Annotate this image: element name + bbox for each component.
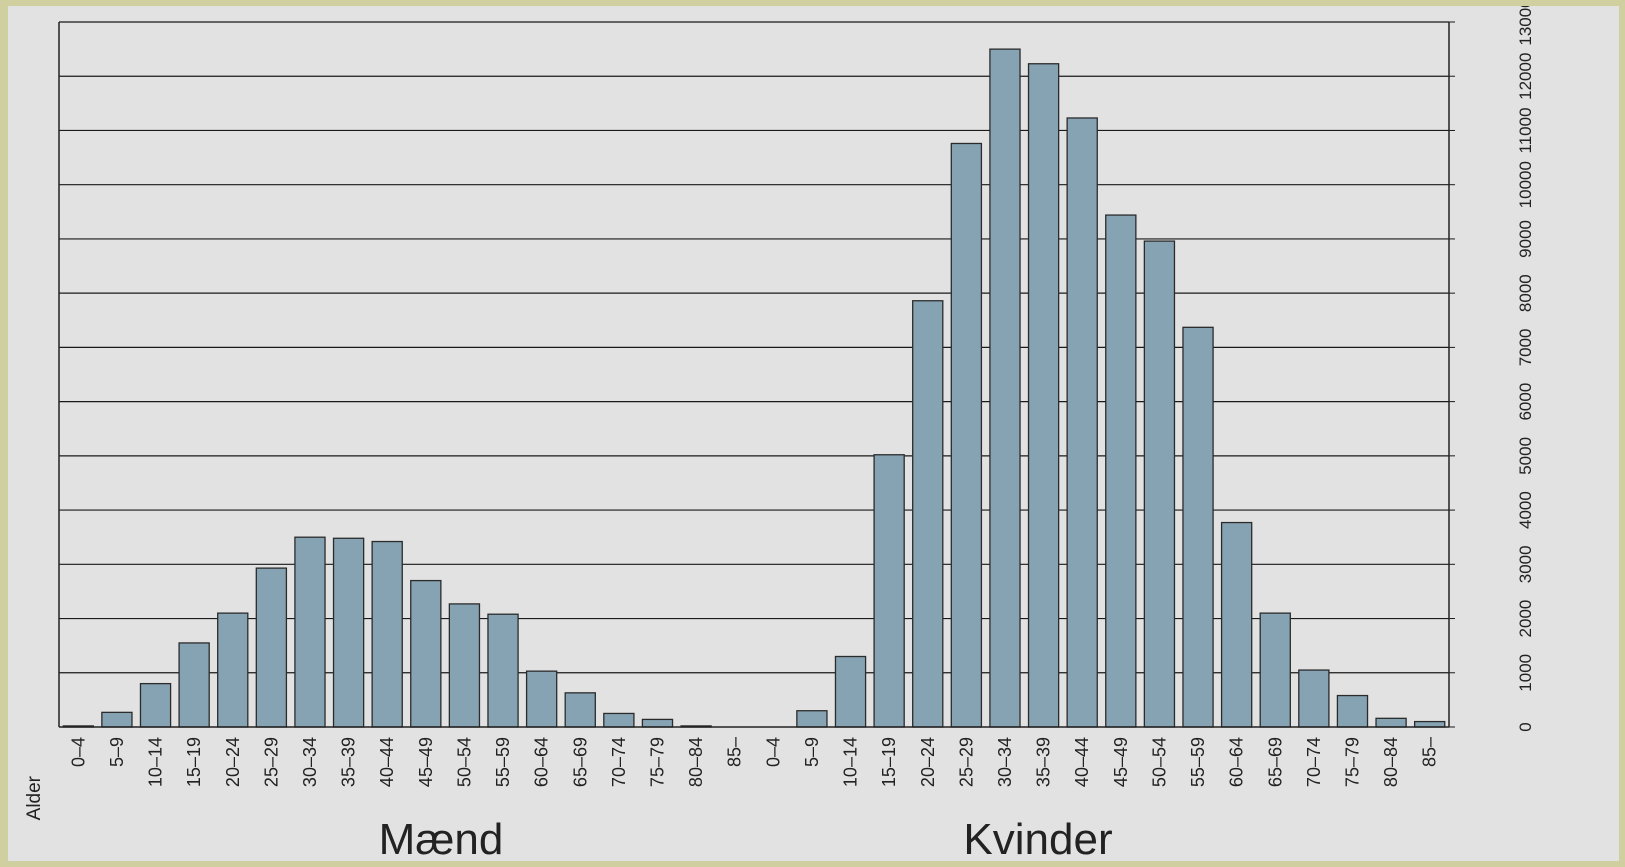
x-tick-label: 40–44 — [1072, 737, 1092, 787]
bar-g0-10 — [448, 603, 481, 728]
x-tick-label: 55–59 — [1188, 737, 1208, 787]
x-tick-label: 65–69 — [1265, 737, 1285, 787]
x-tick-label: 35–39 — [339, 737, 359, 787]
x-tick-label: 5–9 — [802, 737, 822, 767]
x-tick-label: 60–64 — [1227, 737, 1247, 787]
group-label-maend: Mænd — [379, 815, 504, 861]
axes — [58, 21, 1455, 728]
bar-g1-15 — [1336, 694, 1369, 728]
bar-g0-13 — [564, 692, 596, 728]
x-tick-label: 85– — [1420, 737, 1440, 767]
bar-g1-16 — [1375, 717, 1407, 728]
bar-g0-15 — [641, 718, 674, 728]
x-tick-label: 10–14 — [146, 737, 166, 787]
y-tick-label: 1000 — [1516, 654, 1535, 692]
bar-g0-5 — [255, 567, 288, 728]
chart-frame: 0 1000 2000 3000 4000 5000 6000 7000 8000 9000 100… — [8, 6, 1619, 861]
x-tick-label: 25–29 — [956, 737, 976, 787]
bar-g0-14 — [603, 712, 635, 728]
bar-g0-1 — [101, 711, 133, 728]
y-tick-label: 7000 — [1516, 328, 1535, 366]
bar-g0-4 — [217, 612, 249, 728]
bar-g0-2 — [139, 682, 172, 728]
x-tick-label: 70–74 — [609, 737, 629, 787]
y-tick-label: 11000 — [1516, 107, 1535, 153]
x-axis-name: Alder — [24, 775, 45, 820]
x-tick-label: 50–54 — [454, 737, 474, 787]
bar-g1-10 — [1143, 240, 1176, 728]
x-tick-label: 85– — [725, 737, 745, 767]
bar-g0-12 — [525, 670, 558, 728]
x-tick-label: 80–84 — [1381, 737, 1401, 787]
x-tick-label: 5–9 — [107, 737, 127, 767]
x-tick-labels: 0–4 5–9 10–14 15–19 20–24 25–29 30–34 35–39 40–4… — [68, 737, 1439, 787]
bar-g1-3 — [873, 454, 905, 728]
y-tick-label: 6000 — [1516, 383, 1535, 421]
x-tick-label: 0–4 — [763, 737, 783, 767]
bar-g1-11 — [1182, 326, 1214, 728]
bar-g1-12 — [1220, 521, 1253, 728]
bar-g0-11 — [487, 613, 519, 728]
y-tick-label: 9000 — [1516, 220, 1535, 258]
x-tick-label: 0–4 — [68, 737, 88, 767]
x-tick-label: 80–84 — [686, 737, 706, 787]
x-tick-label: 70–74 — [1304, 737, 1324, 787]
x-tick-label: 15–19 — [184, 737, 204, 787]
bar-g1-5 — [950, 142, 983, 728]
bar-g1-9 — [1105, 214, 1137, 728]
bar-g0-7 — [332, 537, 365, 728]
x-tick-label: 50–54 — [1149, 737, 1169, 787]
x-tick-label: 75–79 — [647, 737, 667, 787]
x-tick-label: 55–59 — [493, 737, 513, 787]
bar-g1-8 — [1066, 117, 1098, 728]
x-tick-label: 65–69 — [570, 737, 590, 787]
bar-g1-13 — [1259, 612, 1291, 728]
x-tick-label: 75–79 — [1342, 737, 1362, 787]
y-tick-label: 5000 — [1516, 437, 1535, 475]
x-tick-label: 25–29 — [261, 737, 281, 787]
bar-g1-4 — [912, 300, 944, 728]
population-bar-chart: 0 1000 2000 3000 4000 5000 6000 7000 8000 9000 100… — [24, 6, 1535, 861]
x-tick-label: 45–49 — [1111, 737, 1131, 787]
y-tick-label: 13000 — [1516, 6, 1535, 46]
x-tick-label: 40–44 — [377, 737, 397, 787]
bar-g1-7 — [1027, 63, 1060, 728]
y-tick-labels: 0 1000 2000 3000 4000 5000 6000 7000 8000 9000 100… — [1516, 6, 1535, 732]
x-tick-label: 20–24 — [918, 737, 938, 787]
bar-g1-2 — [834, 655, 867, 728]
bar-g0-6 — [294, 536, 326, 728]
y-tick-label: 8000 — [1516, 274, 1535, 312]
y-tick-label: 4000 — [1516, 491, 1535, 529]
bar-g1-1 — [796, 710, 828, 728]
bar-g0-8 — [371, 540, 403, 728]
bar-g1-6 — [989, 48, 1021, 728]
y-tick-label: 0 — [1516, 722, 1535, 731]
y-tick-label: 3000 — [1516, 545, 1535, 583]
x-tick-label: 15–19 — [879, 737, 899, 787]
bar-g0-9 — [410, 579, 442, 728]
y-tick-label: 12000 — [1516, 53, 1535, 100]
x-tick-label: 60–64 — [532, 737, 552, 787]
bars — [62, 48, 1446, 728]
gridlines — [59, 21, 1449, 674]
bar-g0-3 — [178, 642, 210, 728]
y-tick-label: 2000 — [1516, 600, 1535, 638]
x-tick-label: 35–39 — [1034, 737, 1054, 787]
x-tick-label: 30–34 — [995, 737, 1015, 787]
bar-g1-17 — [1413, 720, 1446, 728]
y-tick-label: 10000 — [1516, 161, 1535, 208]
x-tick-label: 30–34 — [300, 737, 320, 787]
x-tick-label: 20–24 — [223, 737, 243, 787]
group-label-kvinder: Kvinder — [963, 815, 1112, 861]
x-tick-label: 10–14 — [841, 737, 861, 787]
x-tick-label: 45–49 — [416, 737, 436, 787]
bar-g1-14 — [1298, 669, 1330, 728]
